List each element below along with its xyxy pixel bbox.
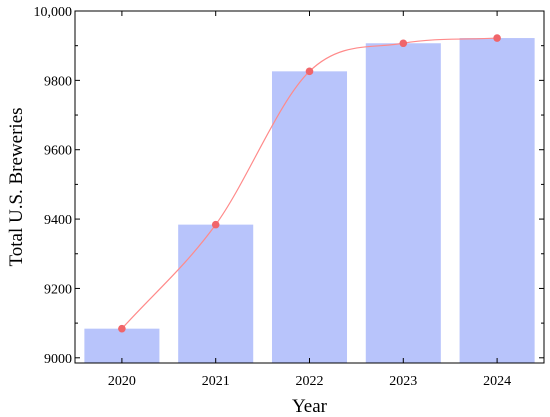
- y-axis-title: Total U.S. Breweries: [6, 107, 27, 266]
- trend-point-2022: [305, 67, 314, 76]
- x-axis-title: Year: [292, 396, 328, 417]
- y-tick-label: 10,000: [34, 5, 73, 20]
- y-tick-label: 9200: [44, 282, 72, 297]
- trend-line-layer: [118, 34, 501, 333]
- trend-point-2024: [493, 34, 501, 42]
- x-tick-label: 2023: [389, 374, 417, 389]
- y-tick-label: 9400: [44, 213, 72, 228]
- trend-point-2020: [118, 324, 126, 333]
- axes-layer: 9000 9200 9400 9600 9800 10,000 2020 2021 2022 20…: [34, 5, 545, 389]
- bar-2024: [459, 38, 535, 364]
- trend-point-2023: [399, 39, 408, 48]
- bar-2022: [271, 71, 348, 363]
- x-tick-label: 2021: [202, 374, 230, 389]
- y-tick-label: 9000: [44, 352, 72, 367]
- y-tick-label: 9600: [44, 144, 72, 159]
- y-tick-label: 9800: [44, 74, 72, 89]
- x-tick-label: 2022: [296, 374, 324, 389]
- trend-line: [121, 37, 498, 330]
- bar-2020: [84, 328, 160, 363]
- bars-layer: [84, 38, 535, 364]
- bar-2023: [365, 43, 441, 363]
- bar-2021: [178, 224, 254, 363]
- x-tick-label: 2020: [108, 374, 136, 389]
- x-tick-label: 2024: [483, 374, 511, 389]
- trend-point-2021: [211, 220, 220, 229]
